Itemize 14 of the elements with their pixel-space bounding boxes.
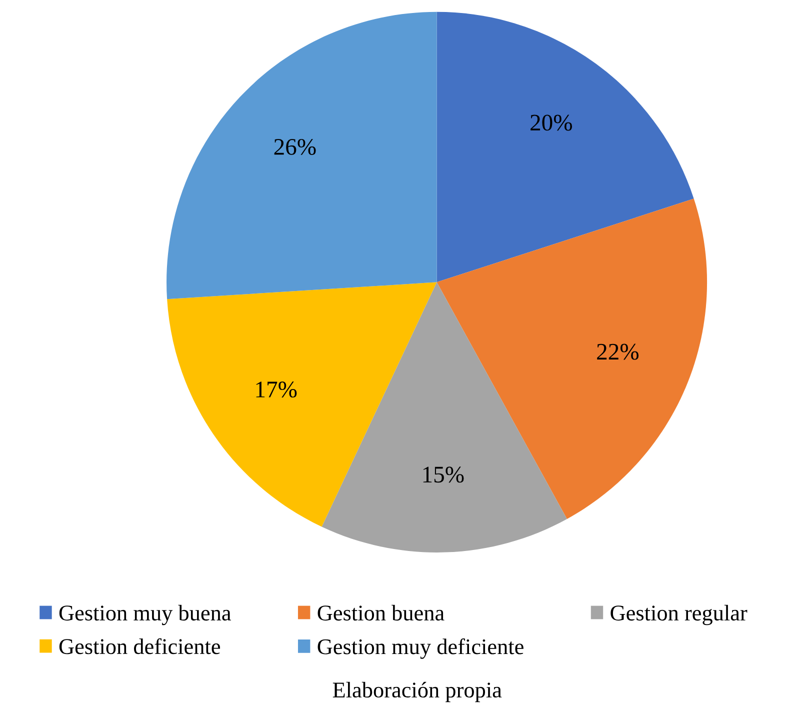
data-label: 22% — [597, 344, 639, 360]
pie-slice — [166, 12, 437, 300]
legend-label: Gestion regular — [610, 604, 748, 626]
legend-label: Gestion muy deficiente — [318, 638, 524, 659]
pie-slice — [436, 12, 694, 282]
data-label: 20% — [530, 114, 572, 131]
text: Elaboración propia — [332, 682, 502, 702]
data-label: 15% — [423, 466, 464, 483]
legend-label: Gestion deficiente — [59, 638, 220, 654]
legend-label: Gestion muy buena — [59, 604, 232, 626]
data-label: 26% — [274, 138, 316, 155]
legend-label: Gestion buena — [318, 604, 444, 621]
pie-slice — [322, 282, 567, 552]
data-label: 17% — [256, 382, 297, 398]
